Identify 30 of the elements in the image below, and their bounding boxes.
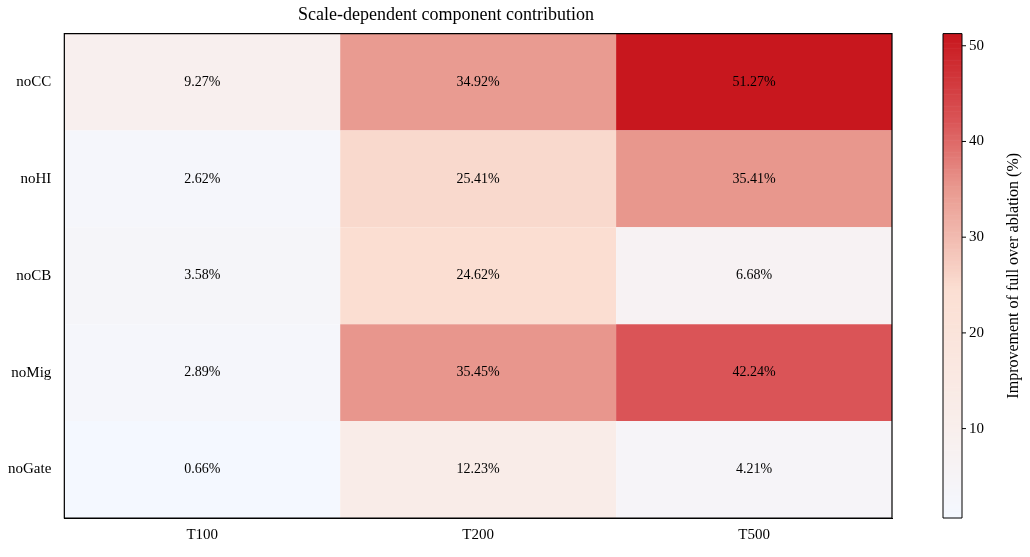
data-label: 6.68%: [735, 267, 773, 283]
color-bar-label: 20: [969, 323, 984, 340]
x-tick-label: T500: [738, 525, 770, 542]
y-tick-label: noGate: [7, 460, 52, 477]
data-label: 12.23%: [456, 461, 501, 477]
color-bar-title: Improvement of full over ablation (%): [1004, 152, 1023, 399]
y-tick-label: noCB: [16, 266, 52, 283]
y-tick-label: noHI: [20, 169, 52, 186]
x-tick-label: T200: [462, 525, 494, 542]
data-label: 9.27%: [184, 73, 221, 89]
data-label: 4.21%: [735, 461, 773, 477]
color-bar-label: 50: [969, 36, 984, 53]
x-tick-label: T100: [186, 525, 219, 542]
data-label: 51.27%: [732, 73, 776, 89]
data-label: 25.41%: [456, 170, 501, 186]
y-tick-label: noCC: [16, 72, 52, 89]
data-label: 35.41%: [732, 170, 776, 186]
data-label: 34.92%: [456, 73, 501, 89]
data-label: 0.66%: [184, 461, 221, 477]
color-bar-label: 30: [969, 228, 984, 245]
data-label: 42.24%: [732, 364, 776, 380]
color-bar-label: 40: [969, 132, 984, 149]
data-label: 35.45%: [456, 364, 501, 380]
data-label: 2.89%: [184, 364, 221, 380]
y-tick-label: noMig: [11, 363, 52, 380]
data-label: 2.62%: [184, 170, 221, 186]
data-label: 3.58%: [184, 267, 221, 283]
data-label: 24.62%: [456, 267, 501, 283]
chart-title: Scale-dependent component contribution: [298, 3, 594, 24]
color-bar-label: 10: [969, 419, 984, 436]
